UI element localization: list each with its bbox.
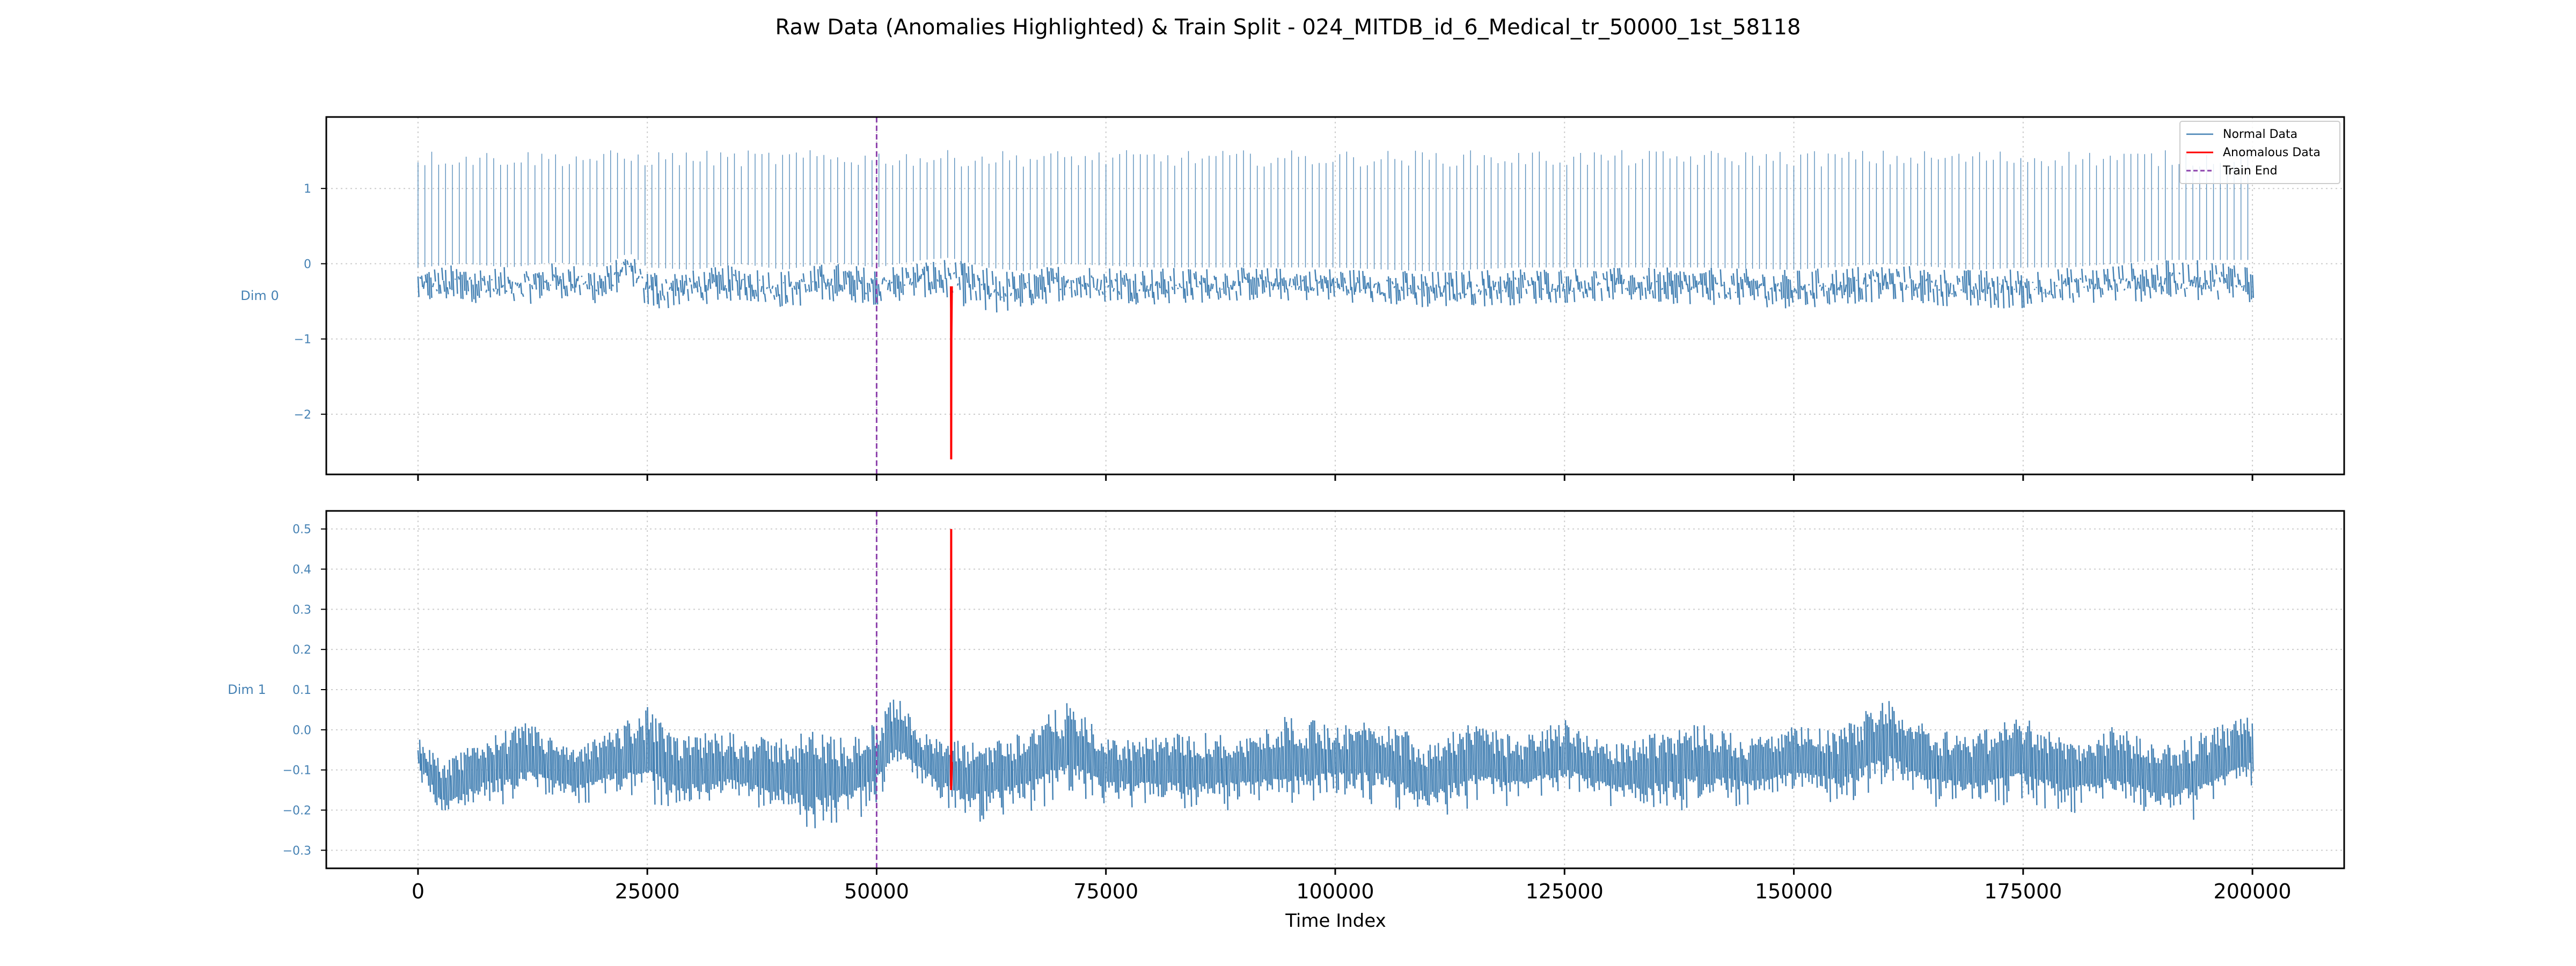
y-tick-label: 0.4 <box>292 564 311 577</box>
y-tick-label: 1 <box>304 182 311 196</box>
x-tick-label: 200000 <box>2214 880 2292 903</box>
normal-data-line <box>417 699 2254 829</box>
y-tick-label: 0.5 <box>292 523 311 537</box>
data-series <box>417 529 2254 829</box>
x-tick-label: 125000 <box>1526 880 1604 903</box>
anomalous-data-line <box>949 529 953 791</box>
y-axis-label: Dim 1 <box>228 682 266 697</box>
chart-panel-dim1: 0.5 0.4 0.3 0.2 0.1 0.0 −0.1 −0.2 −0.3 0 25000 500… <box>228 510 2345 903</box>
figure-title: Raw Data (Anomalies Highlighted) & Train… <box>775 15 1801 40</box>
x-axis-label: Time Index <box>1285 910 1386 932</box>
x-tick-label: 150000 <box>1755 880 1833 903</box>
legend-label: Train End <box>2222 164 2278 178</box>
y-tick-label: 0 <box>304 258 311 271</box>
y-tick-label: −0.3 <box>283 844 311 858</box>
legend-box <box>2179 121 2340 184</box>
normal-data-line <box>417 259 2255 313</box>
legend-label: Anomalous Data <box>2223 146 2321 159</box>
x-ticks <box>417 474 2253 481</box>
legend-label: Normal Data <box>2223 128 2297 141</box>
x-tick-label: 175000 <box>1984 880 2062 903</box>
y-ticks: 0.5 0.4 0.3 0.2 0.1 0.0 −0.1 −0.2 −0.3 <box>283 523 326 858</box>
y-tick-label: −2 <box>294 408 311 422</box>
y-tick-label: 0.1 <box>292 684 311 697</box>
y-tick-label: −0.2 <box>283 804 311 817</box>
normal-data-peaks <box>418 150 2249 272</box>
y-tick-label: 0.2 <box>292 643 311 657</box>
legend: Normal Data Anomalous Data Train End <box>2179 121 2340 184</box>
y-tick-label: 0.0 <box>292 724 311 737</box>
x-tick-label: 0 <box>412 880 425 903</box>
y-axis-label: Dim 0 <box>240 288 279 303</box>
anomalous-data-line <box>949 286 953 460</box>
x-tick-label: 25000 <box>615 880 680 903</box>
data-series <box>417 150 2255 460</box>
x-tick-label: 50000 <box>844 880 909 903</box>
y-tick-label: 0.3 <box>292 603 311 617</box>
chart-panel-dim0: 1 0 −1 −2 Dim 0 Normal Data Anomalous Data Tr… <box>240 116 2345 481</box>
x-tick-label: 100000 <box>1296 880 1374 903</box>
y-tick-label: −1 <box>294 333 311 347</box>
x-tick-label: 75000 <box>1073 880 1138 903</box>
y-ticks: 1 0 −1 −2 <box>294 182 326 422</box>
x-ticks: 0 25000 50000 75000 100000 125000 150000 175000… <box>412 868 2292 903</box>
y-tick-label: −0.1 <box>283 764 311 778</box>
